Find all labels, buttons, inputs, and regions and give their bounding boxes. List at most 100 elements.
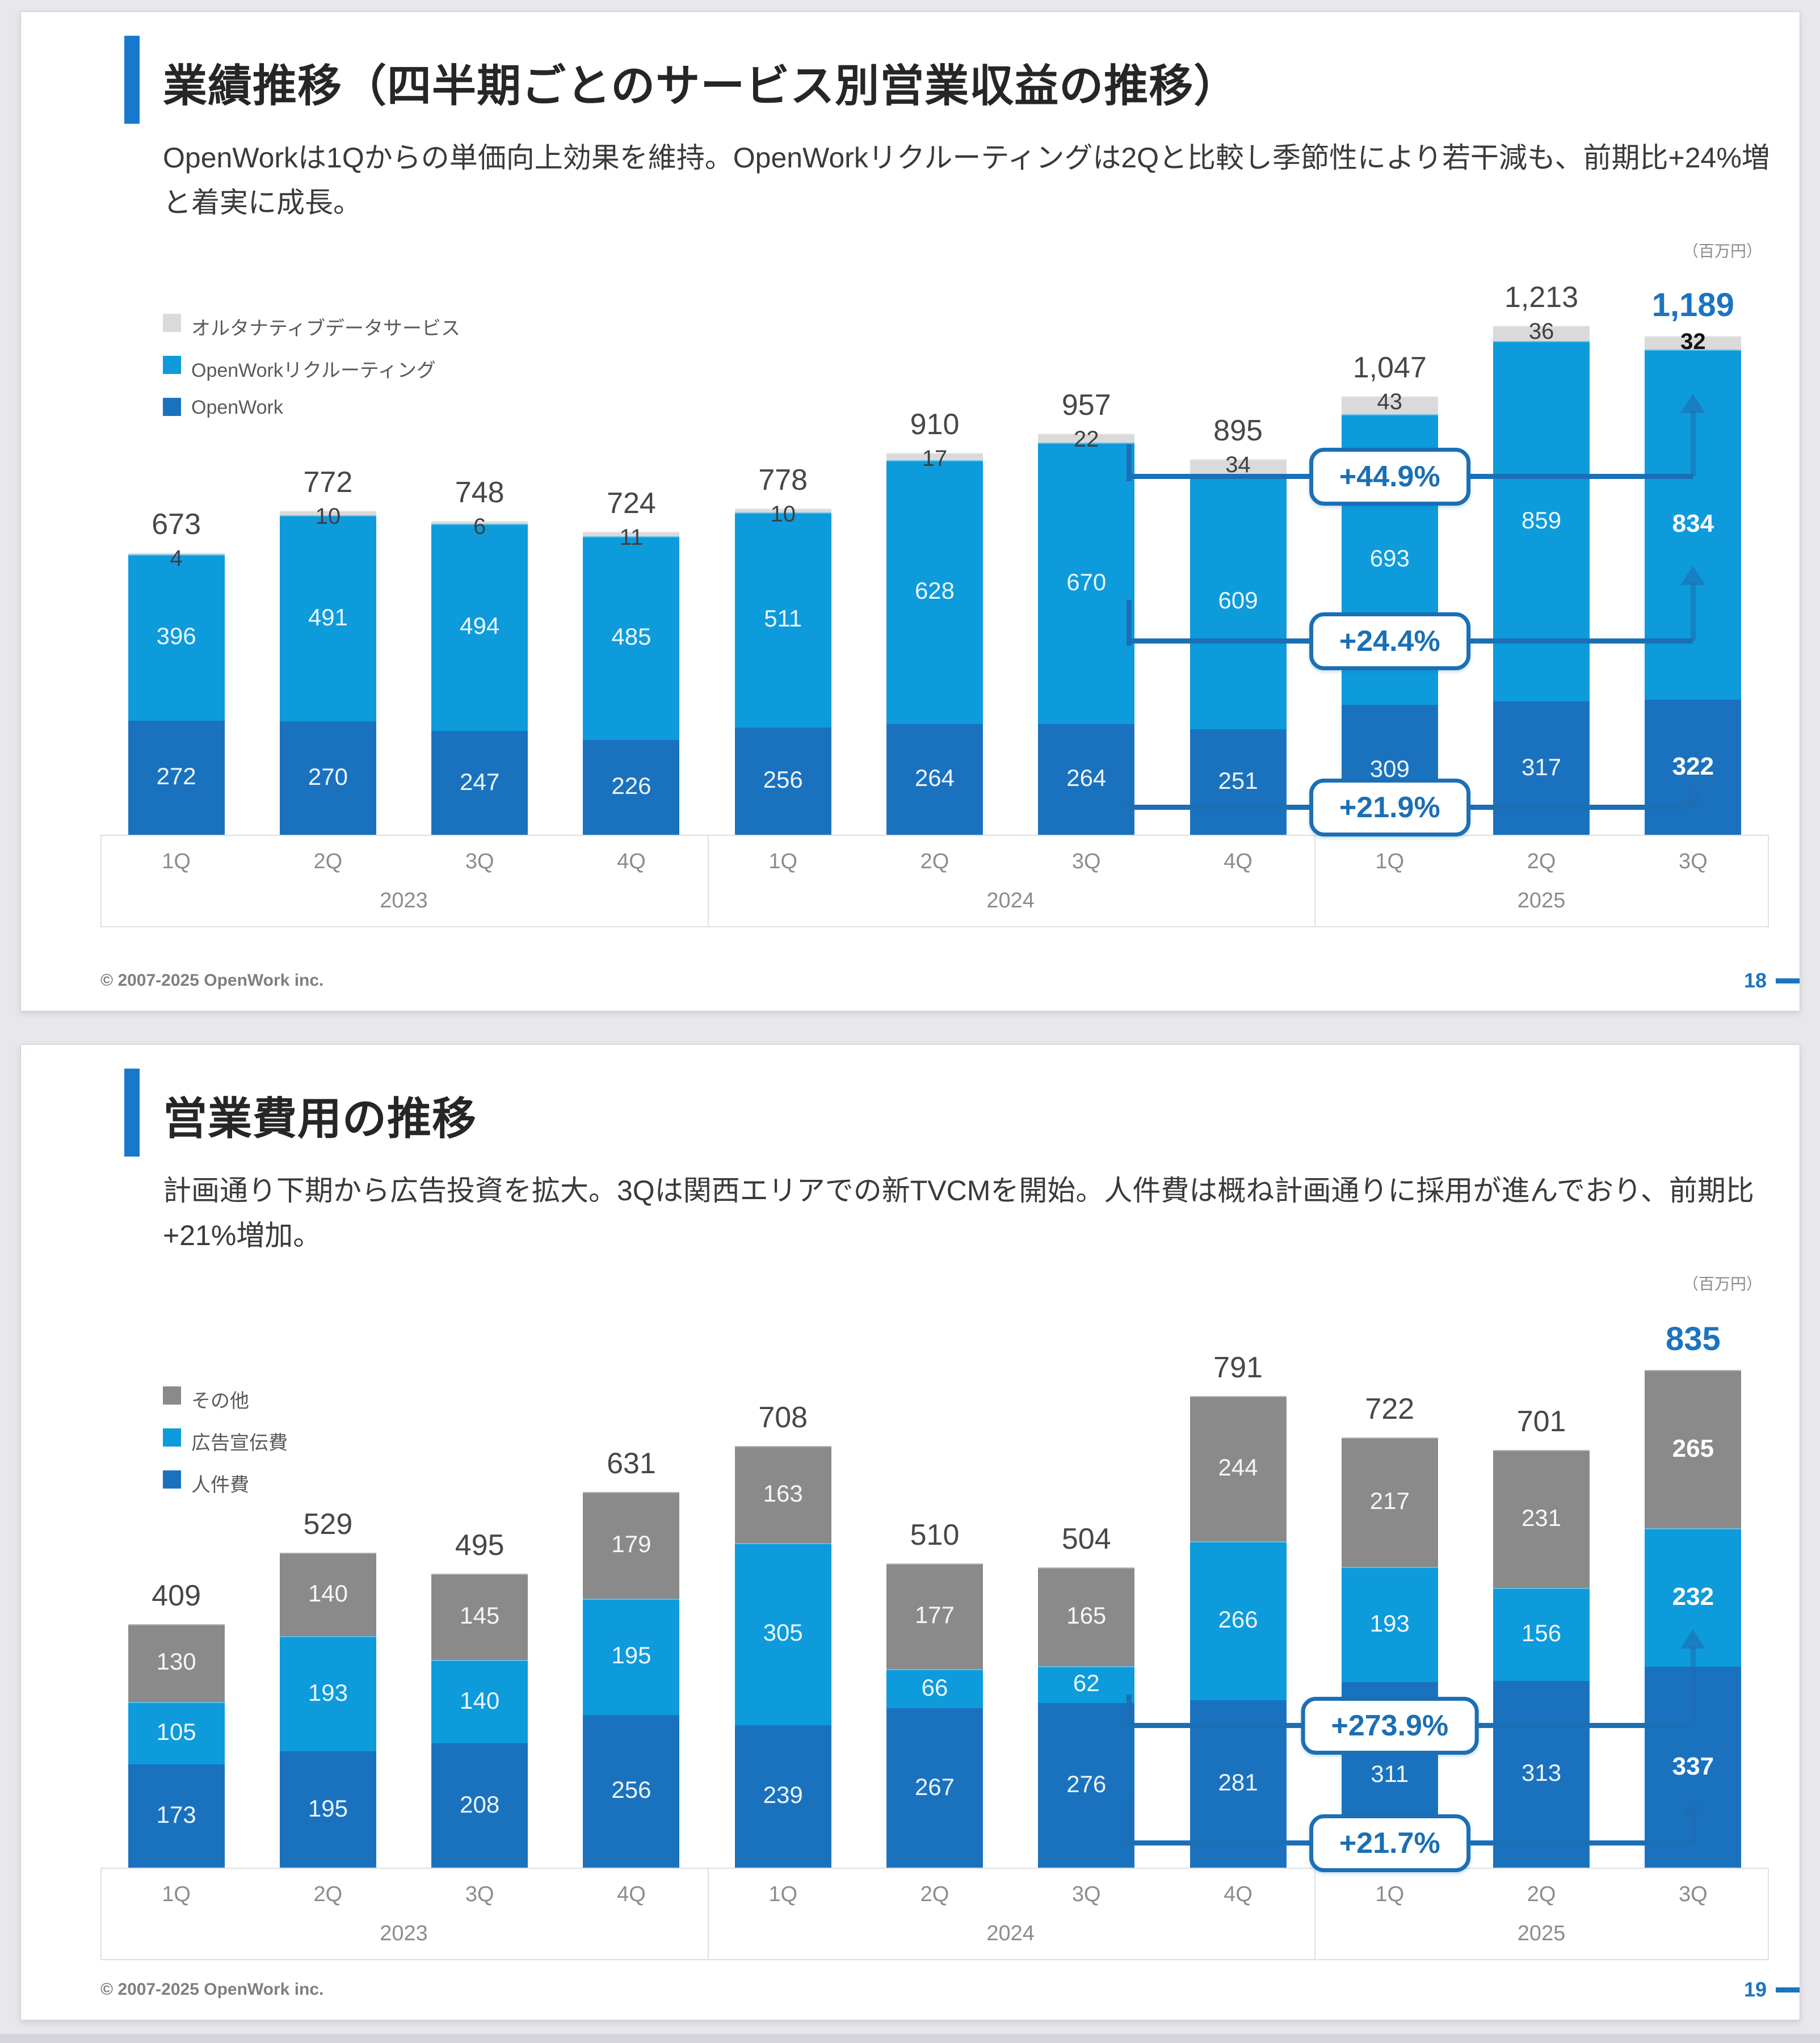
- axis-quarter-label: 2Q: [920, 1882, 949, 1906]
- bar-total-label: 835: [1665, 1321, 1721, 1358]
- axis-quarter-label: 1Q: [1375, 1882, 1405, 1906]
- segment-value-label: 270: [308, 763, 348, 791]
- segment-value-label: 628: [914, 577, 955, 604]
- callout-badge: +273.9%: [1301, 1696, 1479, 1755]
- bar-total-label: 895: [1213, 414, 1263, 448]
- bar-segment-その他-2Q: [886, 1563, 983, 1669]
- segment-value-label: 11: [619, 524, 644, 550]
- bar-segment-OpenWork-4Q: [1189, 729, 1287, 835]
- bar-segment-OpenWorkリクルーティング-2Q: [886, 460, 983, 724]
- segment-value-label: 165: [1066, 1601, 1107, 1629]
- copyright-text: © 2007-2025 OpenWork inc.: [100, 971, 324, 990]
- year-group-divider: [708, 1869, 709, 1959]
- segment-value-label: 272: [156, 763, 196, 790]
- page-title: 業績推移（四半期ごとのサービス別営業収益の推移）: [163, 61, 1239, 111]
- bar-segment-その他-1Q: [128, 1624, 225, 1702]
- copyright-text: © 2007-2025 OpenWork inc.: [100, 1980, 324, 1999]
- segment-value-label: 217: [1369, 1487, 1410, 1515]
- axis-quarter-label: 3Q: [465, 1882, 494, 1906]
- segment-value-label: 309: [1369, 755, 1410, 782]
- segment-value-label: 511: [764, 605, 802, 632]
- axis-year-label: 2024: [986, 889, 1035, 913]
- page-number: 18: [1743, 969, 1767, 992]
- axis-quarter-label: 2Q: [313, 1882, 343, 1906]
- segment-value-label: 239: [763, 1781, 803, 1809]
- title-accent-bar: [124, 36, 140, 124]
- bar-total-label: 791: [1213, 1351, 1263, 1384]
- callout-badge: +24.4%: [1309, 612, 1470, 671]
- slide-summary-text: 計画通り下期から広告投資を拡大。3Qは関西エリアでの新TVCMを開始。人件費は概…: [163, 1175, 1754, 1251]
- callout-arrow-icon: [1680, 1796, 1706, 1815]
- page-number-dash: [1776, 978, 1800, 983]
- bar-segment-その他-4Q: [1189, 1395, 1287, 1542]
- segment-value-label: 491: [308, 603, 348, 630]
- bar-segment-オルタナティブデータサービス-2Q: [1493, 326, 1590, 341]
- bar-segment-OpenWorkリクルーティング-3Q: [1038, 442, 1135, 724]
- bar-segment-OpenWork-1Q: [734, 727, 831, 835]
- axis-quarter-label: 2Q: [1527, 1882, 1556, 1906]
- title-accent-bar: [124, 1069, 140, 1157]
- segment-value-label: 145: [460, 1601, 500, 1629]
- axis-quarter-label: 4Q: [1224, 850, 1252, 873]
- callout-source-stub: [1127, 444, 1132, 482]
- axis-quarter-label: 2Q: [920, 850, 949, 873]
- segment-value-label: 193: [1369, 1609, 1410, 1637]
- axis-quarter-label: 1Q: [1375, 850, 1405, 873]
- bar-segment-オルタナティブデータサービス-3Q: [431, 521, 528, 524]
- segment-value-label: 179: [611, 1530, 651, 1557]
- bar-segment-オルタナティブデータサービス-2Q: [279, 511, 376, 515]
- callout-arrow-icon: [1680, 786, 1706, 806]
- bar-segment-その他-3Q: [431, 1573, 528, 1661]
- segment-value-label: 105: [156, 1718, 196, 1745]
- bar-segment-OpenWork-2Q: [279, 721, 376, 835]
- bar-total-label: 409: [152, 1579, 201, 1613]
- bar-segment-人件費-4Q: [1189, 1700, 1287, 1868]
- segment-value-label: 337: [1672, 1752, 1714, 1780]
- segment-value-label: 859: [1521, 506, 1562, 533]
- bar-segment-広告宣伝費-4Q: [1189, 1541, 1287, 1700]
- bar-segment-広告宣伝費-3Q: [1038, 1666, 1135, 1703]
- segment-value-label: 195: [611, 1642, 651, 1669]
- segment-value-label: 267: [914, 1773, 955, 1800]
- axis-quarter-label: 1Q: [768, 850, 798, 873]
- callout-arrow-stem: [1691, 1646, 1696, 1725]
- unit-label: （百万円）: [1682, 1275, 1762, 1293]
- segment-value-label: 244: [1218, 1453, 1258, 1481]
- axis-quarter-label: 3Q: [1071, 850, 1101, 873]
- segment-value-label: 208: [460, 1790, 500, 1818]
- slide-summary-text: OpenWorkは1Qからの単価向上効果を維持。OpenWorkリクルーティング…: [163, 142, 1770, 218]
- slide-operating-expenses: 営業費用の推移 計画通り下期から広告投資を拡大。3Qは関西エリアでの新TVCMを…: [20, 1044, 1800, 2020]
- bar-total-label: 1,189: [1651, 286, 1734, 323]
- bar-total-label: 1,213: [1504, 281, 1579, 314]
- legend-label: OpenWorkリクルーティング: [191, 360, 436, 381]
- bar-segment-広告宣伝費-2Q: [1493, 1588, 1590, 1681]
- segment-value-label: 265: [1672, 1434, 1714, 1462]
- segment-value-label: 140: [460, 1687, 500, 1714]
- x-axis: [100, 835, 1769, 927]
- axis-quarter-label: 4Q: [617, 1882, 646, 1906]
- segment-value-label: 322: [1672, 752, 1714, 780]
- year-group-divider: [1314, 1869, 1316, 1959]
- bar-total-label: 910: [910, 408, 960, 442]
- segment-value-label: 226: [611, 772, 651, 800]
- legend-label: 人件費: [191, 1474, 249, 1496]
- segment-value-label: 140: [308, 1579, 348, 1607]
- bar-segment-OpenWork-2Q: [886, 724, 983, 835]
- segment-value-label: 10: [315, 504, 341, 529]
- legend-swatch-icon: [163, 356, 181, 374]
- bar-segment-人件費-4Q: [583, 1714, 680, 1868]
- segment-value-label: 311: [1371, 1760, 1409, 1787]
- bar-segment-広告宣伝費-1Q: [734, 1543, 831, 1725]
- axis-quarter-label: 3Q: [1679, 1882, 1708, 1906]
- segment-value-label: 256: [763, 766, 803, 793]
- segment-value-label: 251: [1218, 767, 1258, 794]
- bar-segment-広告宣伝費-2Q: [886, 1668, 983, 1709]
- bar-total-label: 631: [607, 1447, 656, 1480]
- year-group-divider: [1314, 836, 1316, 926]
- bar-segment-オルタナティブデータサービス-2Q: [886, 453, 983, 460]
- bar-segment-オルタナティブデータサービス-1Q: [1341, 396, 1438, 414]
- segment-value-label: 66: [921, 1674, 948, 1701]
- callout-arrow-icon: [1680, 1629, 1706, 1649]
- bar-total-label: 724: [607, 486, 656, 520]
- bar-total-label: 504: [1061, 1523, 1111, 1556]
